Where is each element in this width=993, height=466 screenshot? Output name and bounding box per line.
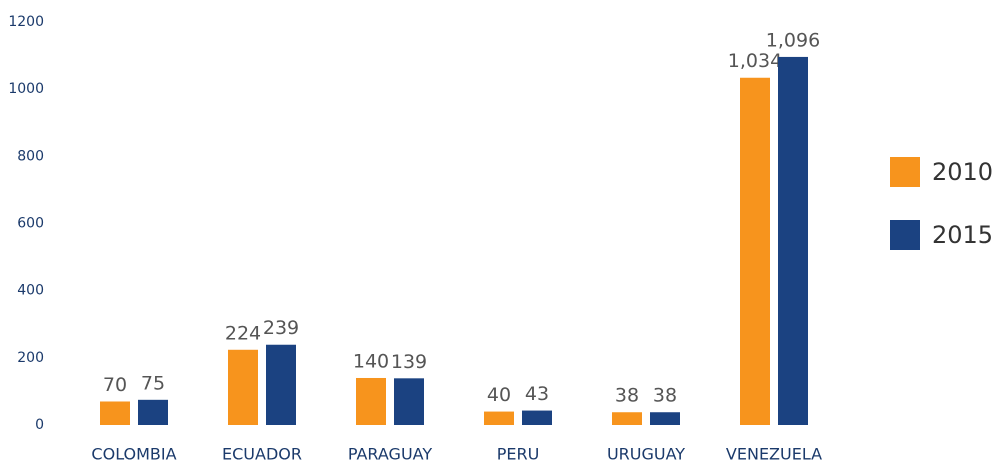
y-tick-label: 400 bbox=[17, 283, 44, 299]
x-tick-label: PERU bbox=[497, 445, 540, 464]
bar bbox=[138, 399, 168, 425]
x-tick-label: URUGUAY bbox=[607, 445, 685, 464]
value-label: 224 bbox=[225, 322, 261, 344]
bar bbox=[778, 56, 808, 425]
x-tick-label: COLOMBIA bbox=[91, 445, 176, 464]
y-tick-label: 1200 bbox=[8, 14, 44, 30]
legend-swatch bbox=[890, 157, 920, 187]
value-label: 38 bbox=[615, 385, 639, 407]
bar bbox=[266, 344, 296, 425]
value-label: 40 bbox=[487, 384, 511, 406]
y-tick-label: 0 bbox=[35, 417, 44, 433]
value-label: 70 bbox=[103, 374, 127, 396]
x-tick-label: VENEZUELA bbox=[726, 445, 822, 464]
bar bbox=[484, 411, 514, 425]
bar bbox=[740, 77, 770, 425]
bar bbox=[228, 349, 258, 425]
y-tick-label: 200 bbox=[17, 350, 44, 366]
bar bbox=[650, 412, 680, 425]
y-tick-label: 800 bbox=[17, 148, 44, 164]
bar bbox=[356, 377, 386, 425]
bar bbox=[612, 412, 642, 425]
value-label: 43 bbox=[525, 383, 549, 405]
y-tick-label: 600 bbox=[17, 216, 44, 232]
value-label: 1,034 bbox=[728, 50, 782, 72]
bar bbox=[100, 401, 130, 425]
value-label: 239 bbox=[263, 317, 299, 339]
legend-swatch bbox=[890, 220, 920, 250]
value-label: 139 bbox=[391, 351, 427, 373]
bar bbox=[394, 378, 424, 425]
bar bbox=[522, 410, 552, 425]
legend-label: 2015 bbox=[932, 221, 993, 249]
x-tick-label: PARAGUAY bbox=[348, 445, 433, 464]
value-label: 1,096 bbox=[766, 29, 820, 51]
y-tick-label: 1000 bbox=[8, 81, 44, 97]
x-tick-label: ECUADOR bbox=[222, 445, 302, 464]
value-label: 38 bbox=[653, 385, 677, 407]
value-label: 140 bbox=[353, 350, 389, 372]
legend-label: 2010 bbox=[932, 158, 993, 186]
value-label: 75 bbox=[141, 372, 165, 394]
